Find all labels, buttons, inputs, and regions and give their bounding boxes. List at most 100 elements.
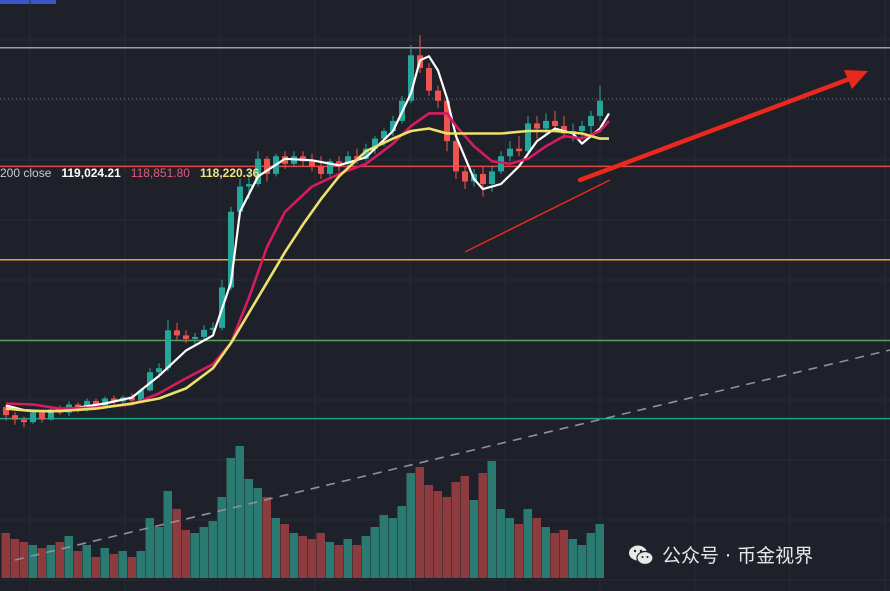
candle-body	[48, 409, 54, 420]
candle-body	[21, 419, 27, 423]
candle-body	[318, 166, 324, 174]
candle-body	[327, 161, 333, 174]
candle-body	[534, 123, 540, 129]
candle-body	[480, 173, 486, 185]
candle-body	[525, 123, 531, 152]
top-accent-bar	[0, 0, 56, 4]
candle-body	[183, 335, 189, 339]
candle-body	[453, 141, 459, 172]
volume-bar	[253, 488, 262, 578]
volume-bar	[595, 524, 604, 578]
trend-arrow-shaft	[577, 75, 855, 183]
volume-bar	[163, 491, 172, 578]
candle-body	[201, 329, 207, 337]
volume-bar	[577, 545, 586, 578]
volume-bar	[154, 527, 163, 578]
volume-bar	[433, 491, 442, 578]
candle-body	[165, 330, 171, 369]
legend-value-3: 118,220.36	[199, 166, 260, 180]
volume-bar	[415, 467, 424, 578]
volume-bar	[478, 473, 487, 578]
candle-body	[372, 138, 378, 149]
candle-body	[363, 148, 369, 159]
volume-bar	[82, 545, 91, 578]
candle-body	[408, 55, 414, 101]
volume-bar	[451, 482, 460, 578]
candle-body	[210, 327, 216, 330]
volume-bar	[307, 539, 316, 578]
legend-value-1: 119,024.21	[61, 166, 121, 180]
candle-body	[516, 148, 522, 152]
volume-bar	[208, 521, 217, 578]
watermark: 公众号 · 币金视界	[628, 541, 813, 568]
volume-bar	[550, 533, 559, 578]
legend-value-2: 118,851.80	[130, 166, 190, 180]
volume-bar	[19, 542, 28, 578]
candle-body	[354, 156, 360, 159]
volume-bar	[352, 545, 361, 578]
candle-body	[147, 372, 153, 391]
candle-body	[507, 148, 513, 157]
candle-body	[309, 161, 315, 167]
candle-body	[138, 390, 144, 401]
volume-bar	[397, 506, 406, 578]
volume-bar	[442, 497, 451, 578]
volume-bar	[289, 533, 298, 578]
candle-body	[336, 161, 342, 164]
volume-bar	[298, 536, 307, 578]
volume-bar	[514, 524, 523, 578]
volume-bar	[145, 518, 154, 578]
volume-bar	[244, 479, 253, 578]
volume-bar	[37, 548, 46, 578]
volume-bar	[109, 554, 118, 578]
ma-line-3	[5, 127, 609, 413]
volume-bar	[172, 509, 181, 578]
wechat-icon	[628, 544, 654, 566]
candle-body	[39, 412, 45, 420]
candle-body	[588, 115, 594, 126]
support-trendline	[464, 179, 611, 253]
candle-body	[237, 186, 243, 212]
candle-body	[264, 158, 270, 174]
volume-bar	[55, 542, 64, 578]
candle-body	[552, 120, 558, 126]
volume-bar	[64, 536, 73, 578]
candle-body	[3, 407, 9, 416]
volume-bar	[505, 518, 514, 578]
volume-bar	[361, 536, 370, 578]
volume-bar	[181, 530, 190, 578]
candle-body	[345, 156, 351, 164]
volume-bar	[559, 530, 568, 578]
volume-bar	[46, 545, 55, 578]
volume-bar	[118, 551, 127, 578]
candle-body	[111, 398, 117, 402]
candle-body	[426, 67, 432, 91]
volume-bar	[325, 542, 334, 578]
indicator-legend: 200 close 119,024.21 118,851.80 118,220.36	[0, 166, 269, 180]
volume-bar	[28, 545, 37, 578]
volume-bar	[586, 533, 595, 578]
volume-bar	[73, 551, 82, 578]
volume-bar	[271, 518, 280, 578]
candle-body	[561, 125, 567, 134]
volume-bar	[370, 527, 379, 578]
candle-body	[192, 336, 198, 339]
volume-bar	[334, 545, 343, 578]
ma-line-1	[5, 55, 610, 413]
volume-bar	[379, 515, 388, 578]
volume-bar	[136, 551, 145, 578]
volume-bar	[532, 518, 541, 578]
volume-bar	[388, 518, 397, 578]
volume-bar	[100, 548, 109, 578]
volume-bar	[1, 533, 10, 578]
candle-body	[12, 415, 18, 420]
candle-body	[30, 412, 36, 423]
candle-body	[462, 171, 468, 182]
volume-bar	[280, 524, 289, 578]
volume-bar	[127, 557, 136, 578]
candle-body	[129, 397, 135, 401]
volume-bar	[523, 509, 532, 578]
volume-bar	[541, 527, 550, 578]
